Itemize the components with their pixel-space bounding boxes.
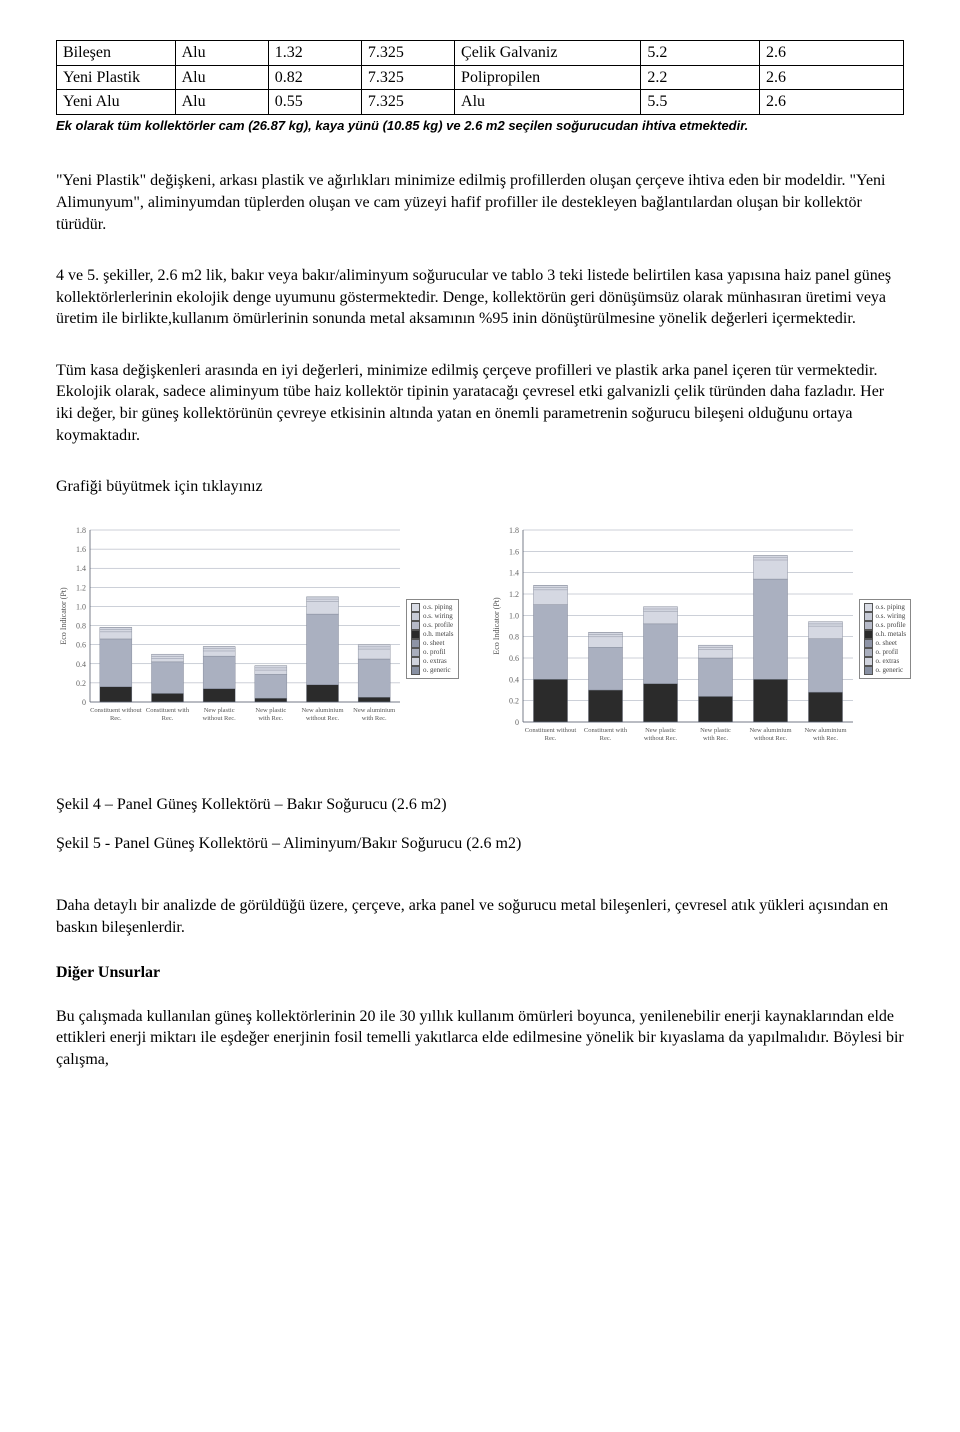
svg-text:0: 0 <box>515 718 519 727</box>
svg-text:without Rec.: without Rec. <box>643 735 677 742</box>
svg-text:1.0: 1.0 <box>509 611 519 620</box>
table-cell: 1.32 <box>268 41 361 66</box>
svg-text:0.2: 0.2 <box>509 697 519 706</box>
table-cell: Alu <box>175 65 268 90</box>
table-cell: 0.82 <box>268 65 361 90</box>
svg-text:1.0: 1.0 <box>76 602 86 611</box>
table-cell: 7.325 <box>361 90 454 115</box>
table-cell: 5.2 <box>641 41 760 66</box>
table-cell: 2.6 <box>759 65 903 90</box>
svg-text:0.6: 0.6 <box>76 641 86 650</box>
svg-text:1.6: 1.6 <box>509 547 519 556</box>
svg-text:1.8: 1.8 <box>76 526 86 535</box>
table-footnote: Ek olarak tüm kollektörler cam (26.87 kg… <box>56 117 904 135</box>
svg-text:Eco Indicator (Pt): Eco Indicator (Pt) <box>59 587 68 645</box>
table-cell: 7.325 <box>361 65 454 90</box>
svg-text:Constituent with: Constituent with <box>146 707 190 714</box>
svg-text:1.6: 1.6 <box>76 545 86 554</box>
table-cell: 7.325 <box>361 41 454 66</box>
paragraph-5: Bu çalışmada kullanılan güneş kollektörl… <box>56 1006 904 1071</box>
svg-text:Constituent with: Constituent with <box>583 727 627 734</box>
svg-text:0.4: 0.4 <box>76 660 86 669</box>
svg-text:with Rec.: with Rec. <box>362 715 387 722</box>
table-cell: Polipropilen <box>455 65 641 90</box>
svg-text:0.6: 0.6 <box>509 654 519 663</box>
svg-text:without Rec.: without Rec. <box>203 715 237 722</box>
charts-row: 0 0.2 0.4 0.6 0.8 1.0 1.2 1.4 1.6 1.8 Eco Indicato… <box>56 524 904 754</box>
svg-text:1.2: 1.2 <box>509 590 519 599</box>
paragraph-1: "Yeni Plastik" değişkeni, arkası plastik… <box>56 170 904 235</box>
chart-2-legend: o.s. pipingo.s. wiringo.s. profileo.h. m… <box>859 599 912 679</box>
svg-text:0: 0 <box>82 698 86 707</box>
table-cell: Alu <box>455 90 641 115</box>
table-cell: 0.55 <box>268 90 361 115</box>
data-table: BileşenAlu1.327.325Çelik Galvaniz5.22.6Y… <box>56 40 904 115</box>
svg-text:Constituent without: Constituent without <box>90 707 142 714</box>
paragraph-2: 4 ve 5. şekiller, 2.6 m2 lik, bakır veya… <box>56 265 904 330</box>
table-cell: Çelik Galvaniz <box>455 41 641 66</box>
enlarge-hint[interactable]: Grafiği büyütmek için tıklayınız <box>56 476 904 498</box>
svg-text:New plastic: New plastic <box>255 707 286 714</box>
subheading-other: Diğer Unsurlar <box>56 962 904 984</box>
paragraph-4: Daha detaylı bir analizde de görüldüğü ü… <box>56 895 904 938</box>
svg-text:without Rec.: without Rec. <box>753 735 787 742</box>
chart-1-wrap[interactable]: 0 0.2 0.4 0.6 0.8 1.0 1.2 1.4 1.6 1.8 Eco Indicato… <box>56 524 459 754</box>
svg-text:Rec.: Rec. <box>110 715 122 722</box>
table-cell: 2.6 <box>759 90 903 115</box>
svg-text:0.8: 0.8 <box>76 621 86 630</box>
svg-text:New aluminium: New aluminium <box>804 727 846 734</box>
table-cell: Yeni Alu <box>57 90 176 115</box>
svg-text:Eco Indicator (Pt): Eco Indicator (Pt) <box>492 597 501 655</box>
chart-2: 0 0.2 0.4 0.6 0.8 1.0 1.2 1.4 1.6 1.8 Eco Indicato… <box>489 524 859 754</box>
svg-text:Rec.: Rec. <box>544 735 556 742</box>
table-cell: 2.2 <box>641 65 760 90</box>
svg-text:New plastic: New plastic <box>204 707 235 714</box>
table-cell: Yeni Plastik <box>57 65 176 90</box>
svg-text:1.8: 1.8 <box>509 526 519 535</box>
svg-text:New plastic: New plastic <box>645 727 676 734</box>
svg-text:without Rec.: without Rec. <box>306 715 340 722</box>
svg-text:New aluminium: New aluminium <box>353 707 395 714</box>
svg-text:0.2: 0.2 <box>76 679 86 688</box>
table-cell: 2.6 <box>759 41 903 66</box>
svg-text:Constituent without: Constituent without <box>524 727 576 734</box>
svg-text:Rec.: Rec. <box>599 735 611 742</box>
svg-text:1.2: 1.2 <box>76 583 86 592</box>
table-cell: Alu <box>175 90 268 115</box>
svg-text:0.4: 0.4 <box>509 675 519 684</box>
svg-text:0.8: 0.8 <box>509 633 519 642</box>
table-cell: Alu <box>175 41 268 66</box>
svg-text:1.4: 1.4 <box>76 564 86 573</box>
svg-text:New aluminium: New aluminium <box>301 707 343 714</box>
figure-5-caption: Şekil 5 - Panel Güneş Kollektörü – Alimi… <box>56 833 904 855</box>
svg-text:1.4: 1.4 <box>509 569 519 578</box>
table-cell: Bileşen <box>57 41 176 66</box>
svg-text:New plastic: New plastic <box>700 727 731 734</box>
chart-1: 0 0.2 0.4 0.6 0.8 1.0 1.2 1.4 1.6 1.8 Eco Indicato… <box>56 524 406 734</box>
svg-text:with Rec.: with Rec. <box>703 735 728 742</box>
svg-text:with Rec.: with Rec. <box>813 735 838 742</box>
svg-text:New aluminium: New aluminium <box>749 727 791 734</box>
chart-2-wrap[interactable]: 0 0.2 0.4 0.6 0.8 1.0 1.2 1.4 1.6 1.8 Eco Indicato… <box>489 524 912 754</box>
table-cell: 5.5 <box>641 90 760 115</box>
svg-text:with Rec.: with Rec. <box>258 715 283 722</box>
paragraph-3: Tüm kasa değişkenleri arasında en iyi de… <box>56 360 904 446</box>
chart-1-legend: o.s. pipingo.s. wiringo.s. profileo.h. m… <box>406 599 459 679</box>
figure-4-caption: Şekil 4 – Panel Güneş Kollektörü – Bakır… <box>56 794 904 816</box>
svg-text:Rec.: Rec. <box>162 715 174 722</box>
